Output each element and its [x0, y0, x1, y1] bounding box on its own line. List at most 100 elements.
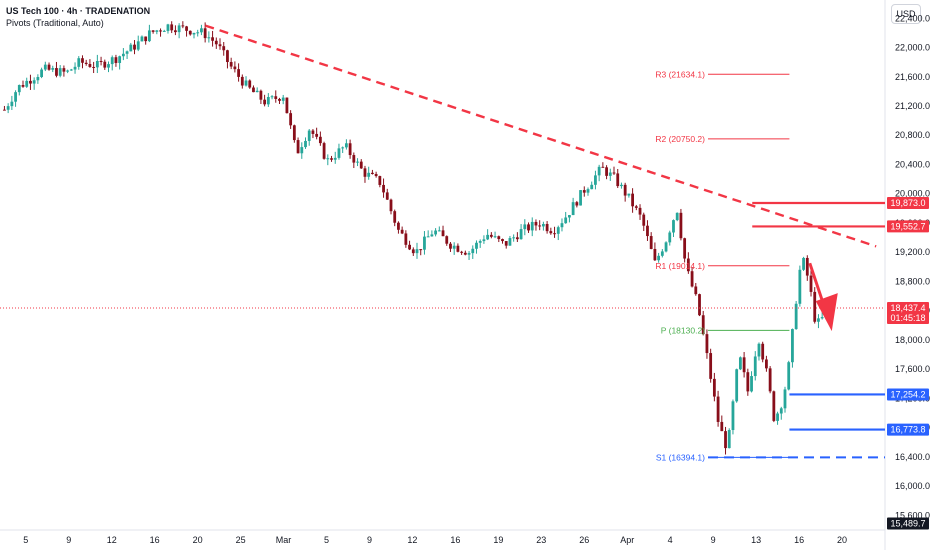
candle-body: [311, 130, 315, 134]
candle-body: [136, 41, 140, 50]
candle-body: [348, 143, 352, 156]
y-tick-label: 19,200.0: [895, 247, 930, 257]
candle-body: [229, 62, 233, 67]
resistance-price-tag-bg: [887, 220, 929, 233]
candle-body: [679, 212, 683, 239]
candle-body: [463, 252, 467, 255]
candle-body: [426, 236, 430, 238]
candle-body: [549, 231, 553, 234]
candle-body: [541, 223, 545, 227]
candle-body: [393, 211, 397, 223]
trendline: [204, 24, 877, 248]
candle-body: [419, 249, 423, 251]
candle-body: [378, 176, 382, 185]
candle-body: [712, 378, 716, 397]
x-tick-label: 25: [236, 535, 246, 545]
y-tick-label: 21,200.0: [895, 101, 930, 111]
candle-body: [240, 76, 244, 86]
candle-body: [166, 24, 170, 31]
x-tick-label: 26: [579, 535, 589, 545]
candle-body: [512, 237, 516, 239]
candle-body: [423, 236, 426, 250]
candle-body: [51, 68, 55, 70]
bar-countdown: 01:45:18: [890, 313, 925, 323]
candle-body: [36, 77, 40, 81]
candle-body: [430, 234, 434, 237]
candles: [3, 21, 835, 455]
x-tick-label: 5: [324, 535, 329, 545]
candle-body: [226, 50, 229, 63]
candle-body: [341, 147, 345, 149]
support-price-tag-bg: [887, 423, 929, 436]
candle-body: [337, 148, 341, 158]
candle-body: [553, 233, 556, 235]
x-tick-label: 9: [711, 535, 716, 545]
y-tick-label: 17,600.0: [895, 364, 930, 374]
candle-body: [608, 172, 612, 176]
candle-body: [374, 173, 378, 177]
candle-body: [776, 413, 779, 421]
candle-body: [92, 66, 96, 68]
candle-body: [125, 51, 129, 54]
candle-body: [77, 58, 81, 67]
candle-body: [538, 225, 542, 227]
candle-body: [738, 357, 742, 370]
y-tick-label: 18,000.0: [895, 335, 930, 345]
x-tick-label: Apr: [620, 535, 634, 545]
candle-body: [352, 155, 356, 163]
candle-body: [664, 242, 668, 252]
candle-body: [285, 97, 289, 114]
candle-body: [556, 227, 560, 234]
candle-body: [17, 85, 21, 93]
candle-body: [62, 68, 66, 72]
candle-body: [798, 269, 802, 304]
candle-body: [233, 66, 237, 70]
candle-body: [81, 58, 84, 63]
x-tick-label: 16: [794, 535, 804, 545]
x-tick-label: 16: [450, 535, 460, 545]
candle-body: [686, 258, 690, 272]
candle-body: [705, 334, 709, 354]
candle-body: [203, 28, 207, 39]
candle-body: [582, 190, 586, 193]
candle-body: [668, 232, 672, 243]
candle-body: [103, 61, 107, 68]
candle-body: [248, 80, 252, 88]
candle-body: [575, 202, 579, 206]
candle-body: [114, 57, 118, 63]
currency-button[interactable]: USD: [891, 4, 921, 24]
y-tick-label: 16,400.0: [895, 452, 930, 462]
candle-body: [779, 408, 783, 414]
candle-body: [642, 214, 646, 226]
x-tick-label: 23: [536, 535, 546, 545]
y-tick-label: 20,400.0: [895, 159, 930, 169]
candle-body: [110, 57, 114, 65]
y-tick-label: 20,800.0: [895, 130, 930, 140]
candle-body: [731, 401, 735, 431]
candle-body: [84, 62, 88, 64]
candle-body: [296, 140, 300, 154]
candle-body: [151, 30, 155, 32]
candle-body: [508, 238, 512, 246]
candle-body: [564, 217, 568, 224]
price-axis[interactable]: 22,400.0 22,000.0 21,600.0 21,200.0 20,800.0…: [887, 13, 930, 530]
candle-body: [616, 173, 620, 187]
time-axis[interactable]: 5 9 12 16 20 25 Mar 5 9 12 16 19 23 26 Apr 4 9 13 16 20: [23, 535, 847, 545]
candle-body: [397, 222, 400, 230]
candle-body: [162, 30, 166, 32]
candle-body: [255, 90, 259, 93]
pivot-p-label: P (18130.2): [661, 325, 705, 335]
candle-body: [307, 130, 311, 141]
candle-body: [757, 343, 761, 357]
candle-body: [10, 101, 14, 107]
candle-body: [289, 113, 293, 126]
candle-body: [244, 80, 248, 86]
candle-body: [568, 215, 571, 218]
y-tick-label: 21,600.0: [895, 72, 930, 82]
candle-body: [29, 80, 32, 84]
candle-body: [58, 68, 62, 76]
candle-body: [653, 248, 657, 261]
candle-body: [159, 30, 162, 32]
candle-body: [735, 369, 739, 402]
